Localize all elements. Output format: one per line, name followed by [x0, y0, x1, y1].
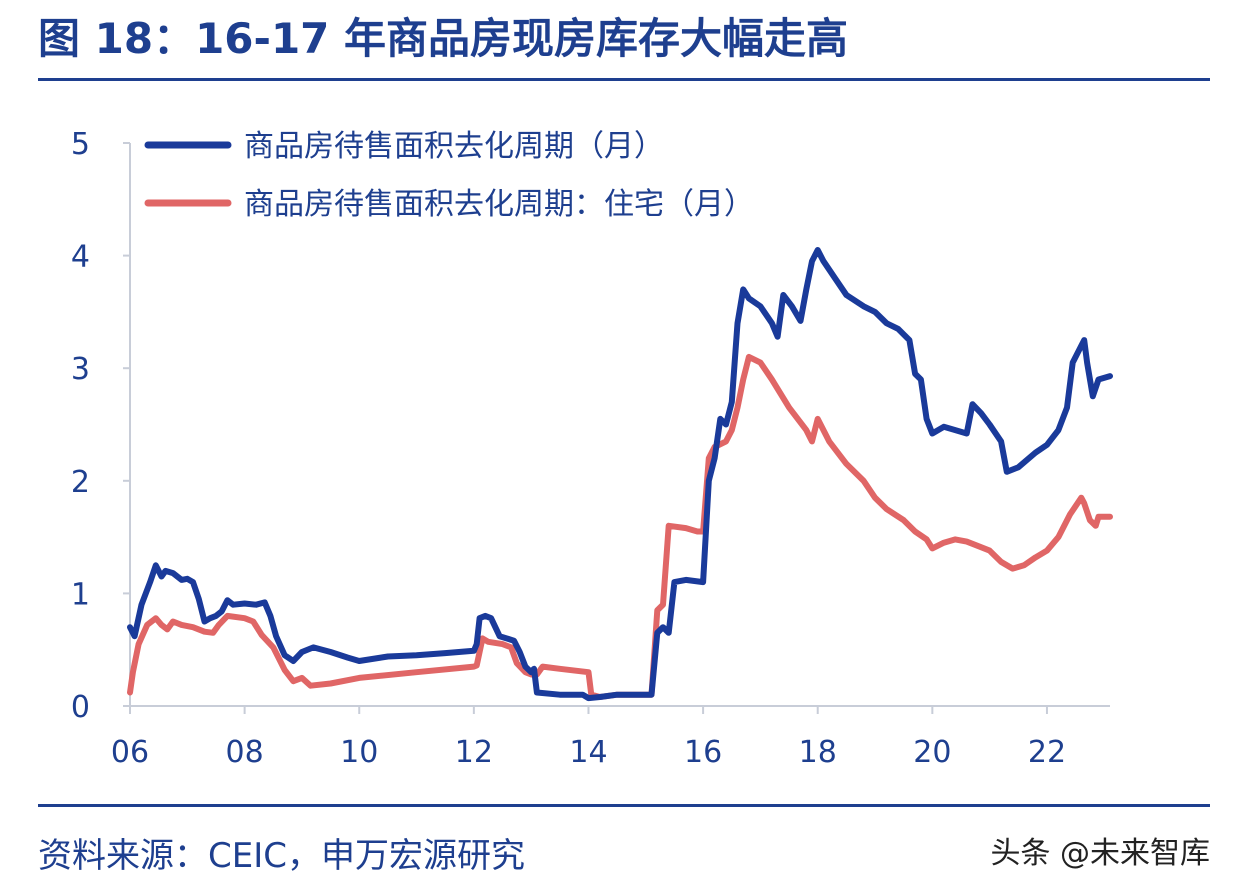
legend-label-residential: 商品房待售面积去化周期：住宅（月）: [244, 187, 754, 222]
legend-label-total: 商品房待售面积去化周期（月）: [244, 129, 664, 164]
x-tick-label: 14: [569, 735, 607, 770]
y-tick-label: 3: [71, 352, 90, 387]
y-tick-label: 5: [71, 127, 90, 162]
y-tick-label: 4: [71, 240, 90, 275]
x-tick-label: 06: [111, 735, 149, 770]
watermark: 头条 @未来智库: [990, 836, 1210, 871]
y-tick-label: 1: [71, 577, 90, 612]
x-tick-label: 08: [226, 735, 264, 770]
chart-title: 图 18：16-17 年商品房现房库存大幅走高: [38, 14, 849, 63]
x-tick-label: 10: [340, 735, 378, 770]
x-tick-label: 22: [1028, 735, 1066, 770]
source-note: 资料来源：CEIC，申万宏源研究: [38, 836, 525, 876]
y-tick-label: 2: [71, 465, 90, 500]
x-tick-label: 12: [455, 735, 493, 770]
series-line-total: [127, 247, 1113, 702]
x-tick-label: 16: [684, 735, 722, 770]
footer-rule: [38, 804, 1210, 807]
title-underline: [38, 78, 1210, 81]
y-tick-label: 0: [71, 690, 90, 725]
x-tick-label: 18: [799, 735, 837, 770]
series-line-residential: [127, 353, 1113, 700]
x-tick-label: 20: [913, 735, 951, 770]
